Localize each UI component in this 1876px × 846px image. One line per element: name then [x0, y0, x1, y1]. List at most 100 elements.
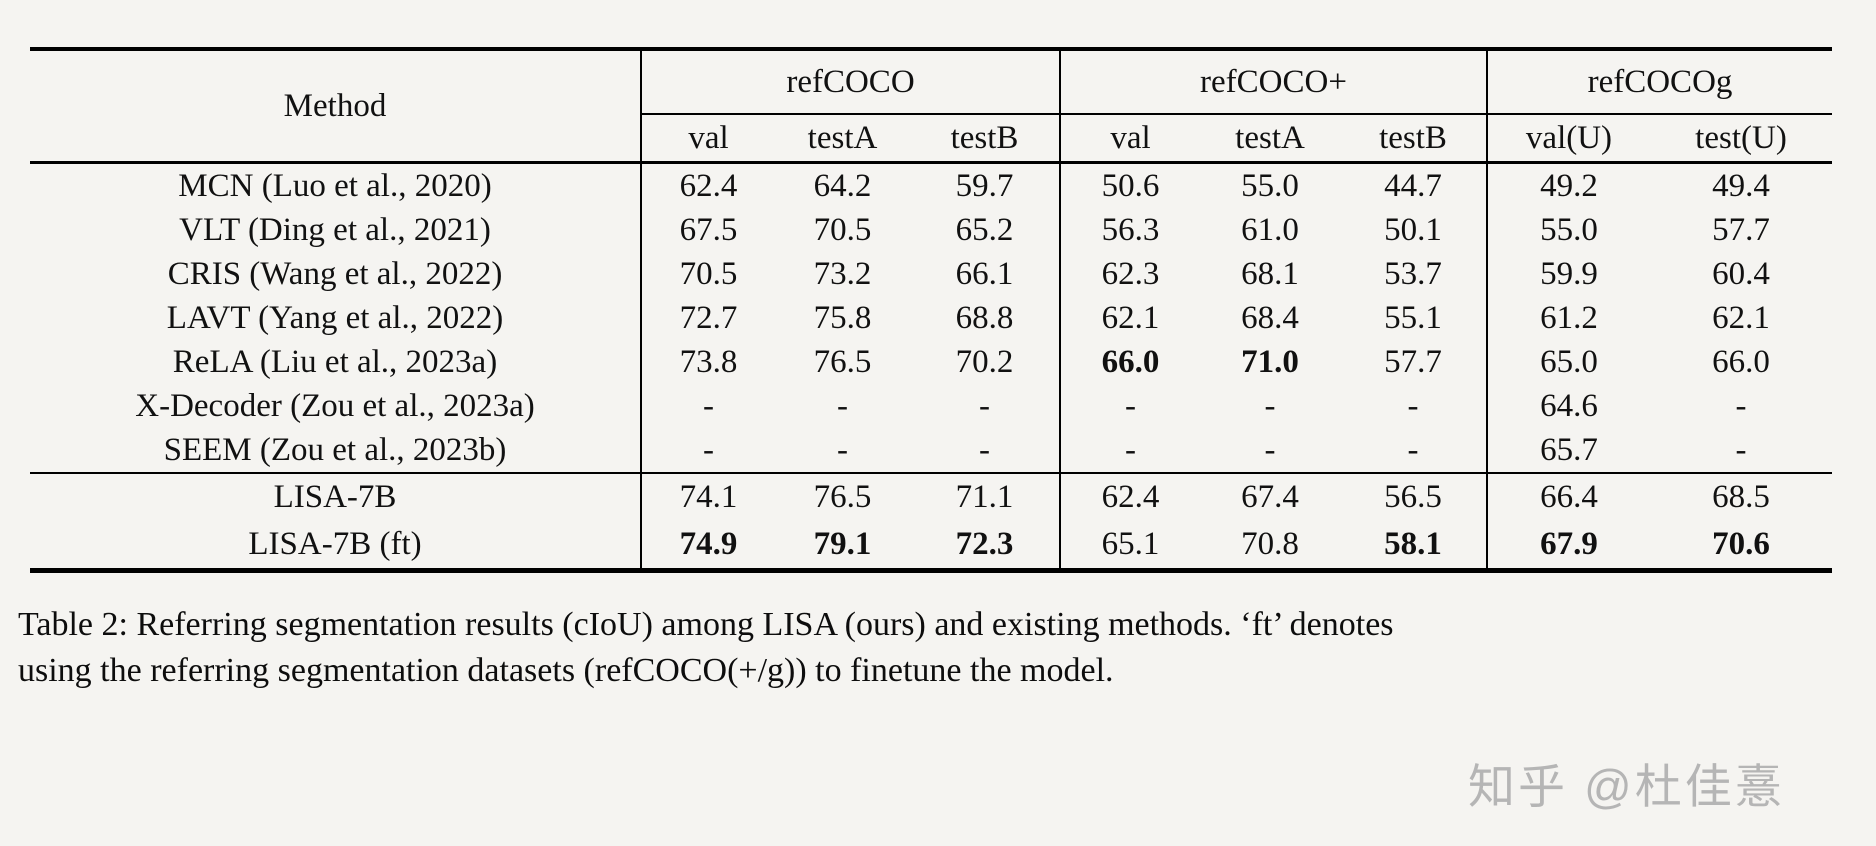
value-cell: 74.1 [640, 472, 775, 521]
method-cell: X-Decoder (Zou et al., 2023a) [135, 387, 535, 424]
header-sub-row: val testA testB val testA testB val(U) t… [30, 114, 1832, 163]
value-cell: 72.3 [955, 526, 1014, 562]
table-caption: Table 2: Referring segmentation results … [18, 602, 1868, 694]
value-cell: 57.7 [1712, 211, 1770, 248]
value-cell: 73.2 [813, 255, 872, 292]
value-cell: 60.4 [1712, 255, 1770, 292]
value-cell: 55.0 [1486, 208, 1650, 252]
col-header-refcocop-val: val [1059, 114, 1200, 163]
value-cell: - [1264, 431, 1276, 468]
value-cell: 71.1 [910, 472, 1060, 521]
table-row: X-Decoder (Zou et al., 2023a) - - - - - - 64.6 - [30, 384, 1832, 428]
value-cell: 68.8 [955, 299, 1014, 336]
table-row: LISA-7B 74.1 76.5 71.1 62.4 67.4 56.5 66.4 68.5 [30, 472, 1832, 521]
col-header-refcocog-valu: val(U) [1486, 114, 1650, 163]
value-cell: - [1264, 387, 1276, 424]
table-row: VLT (Ding et al., 2021) 67.5 70.5 65.2 56.3 6… [30, 208, 1832, 252]
value-cell: - [979, 431, 990, 468]
value-cell: 70.2 [955, 343, 1014, 380]
value-cell: 74.9 [640, 521, 775, 571]
value-cell: 61.0 [1241, 211, 1299, 248]
value-cell: 53.7 [1384, 255, 1442, 292]
value-cell: 62.4 [1059, 472, 1200, 521]
value-cell: 59.7 [910, 161, 1060, 208]
value-cell: 66.4 [1486, 472, 1650, 521]
table-body-existing-methods: MCN (Luo et al., 2020) 62.4 64.2 59.7 50.6 55… [30, 161, 1832, 473]
value-cell: 57.7 [1384, 343, 1442, 380]
value-cell: 49.2 [1486, 161, 1650, 208]
method-cell: CRIS (Wang et al., 2022) [167, 255, 503, 292]
value-cell: - [1407, 387, 1419, 424]
caption-line-1: Table 2: Referring segmentation results … [18, 606, 1394, 643]
value-cell: 66.0 [1059, 340, 1200, 384]
table-body-lisa-methods: LISA-7B 74.1 76.5 71.1 62.4 67.4 56.5 66.4 68.5 L… [30, 472, 1832, 571]
table-header: Method refCOCO refCOCO+ refCOCOg val tes… [30, 49, 1832, 163]
value-cell: 65.0 [1486, 340, 1650, 384]
col-group-refcoco-plus: refCOCO+ [1059, 49, 1487, 115]
zhihu-watermark: 知乎 @杜佳憙 [1468, 760, 1785, 813]
value-cell: 70.6 [1712, 526, 1770, 562]
value-cell: 49.4 [1650, 161, 1832, 208]
col-header-method: Method [283, 87, 387, 124]
value-cell: 72.7 [640, 296, 775, 340]
value-cell: 56.5 [1340, 472, 1487, 521]
col-header-refcoco-testa: testA [807, 119, 878, 156]
value-cell: 64.6 [1486, 384, 1650, 428]
table-row: LISA-7B (ft) 74.9 79.1 72.3 65.1 70.8 58.1 67.9… [30, 521, 1832, 571]
value-cell: 62.4 [640, 161, 775, 208]
method-cell: SEEM (Zou et al., 2023b) [163, 431, 507, 468]
value-cell: 55.0 [1200, 161, 1340, 208]
method-cell: MCN (Luo et al., 2020) [30, 161, 641, 208]
method-cell: LISA-7B [30, 472, 641, 521]
value-cell: - [1407, 431, 1419, 468]
value-cell: 50.1 [1384, 211, 1442, 248]
value-cell: 76.5 [775, 472, 910, 521]
value-cell: 75.8 [813, 299, 872, 336]
value-cell: 67.9 [1486, 521, 1650, 571]
method-cell: VLT (Ding et al., 2021) [179, 211, 491, 248]
value-cell: - [837, 431, 848, 468]
value-cell: 65.7 [1486, 428, 1650, 473]
value-cell: 61.2 [1486, 296, 1650, 340]
value-cell: - [1059, 384, 1200, 428]
value-cell: 68.4 [1241, 299, 1299, 336]
value-cell: - [1735, 431, 1747, 468]
value-cell: 62.1 [1059, 296, 1200, 340]
value-cell: 70.5 [640, 252, 775, 296]
value-cell: 79.1 [813, 526, 872, 562]
value-cell: 73.8 [640, 340, 775, 384]
value-cell: 70.8 [1241, 526, 1299, 562]
value-cell: 62.3 [1059, 252, 1200, 296]
value-cell: 55.1 [1384, 299, 1442, 336]
col-group-refcoco: refCOCO [640, 49, 1060, 115]
value-cell: 66.0 [1712, 343, 1770, 380]
method-cell: LAVT (Yang et al., 2022) [166, 299, 504, 336]
table-row: SEEM (Zou et al., 2023b) - - - - - - 65.7 - [30, 428, 1832, 473]
col-header-refcocog-testu: test(U) [1695, 119, 1787, 156]
value-cell: 44.7 [1340, 161, 1487, 208]
value-cell: 70.5 [813, 211, 872, 248]
col-header-refcoco-val: val [640, 114, 775, 163]
value-cell: 65.1 [1059, 521, 1200, 571]
col-header-refcocop-testb: testB [1379, 119, 1447, 156]
value-cell: 71.0 [1241, 343, 1299, 380]
value-cell: 59.9 [1486, 252, 1650, 296]
method-cell: ReLA (Liu et al., 2023a) [172, 343, 498, 380]
value-cell: 62.1 [1712, 299, 1770, 336]
value-cell: 64.2 [775, 161, 910, 208]
value-cell: 67.4 [1200, 472, 1340, 521]
value-cell: - [837, 387, 848, 424]
method-cell: LISA-7B (ft) [248, 526, 422, 562]
value-cell: - [1735, 387, 1747, 424]
value-cell: 50.6 [1059, 161, 1200, 208]
caption-line-2: using the referring segmentation dataset… [18, 652, 1114, 689]
value-cell: - [1059, 428, 1200, 473]
value-cell: 66.1 [955, 255, 1014, 292]
value-cell: 68.5 [1650, 472, 1832, 521]
value-cell: 76.5 [813, 343, 872, 380]
value-cell: 65.2 [955, 211, 1014, 248]
value-cell: - [640, 428, 775, 473]
value-cell: 68.1 [1241, 255, 1299, 292]
col-header-refcocop-testa: testA [1235, 119, 1305, 156]
